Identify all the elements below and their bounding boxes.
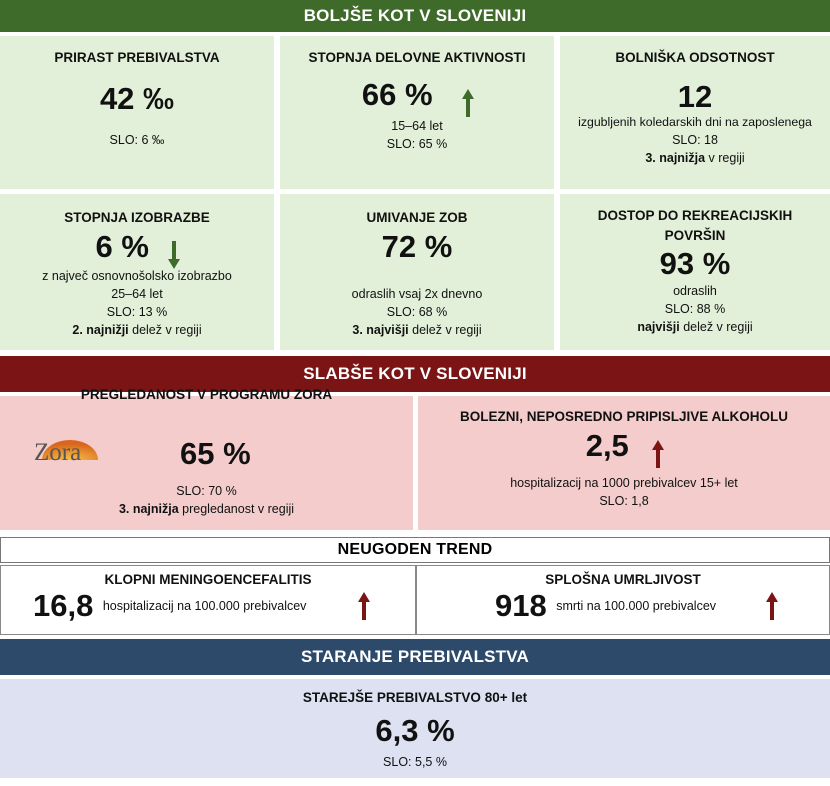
card-sub2: 25–64 let: [111, 287, 163, 301]
arrow-up-icon: [652, 439, 665, 468]
card-sub: izgubljenih koledarskih dni na zaposlene…: [578, 115, 812, 129]
arrow-up-icon: [766, 592, 778, 620]
card-value: 12: [677, 79, 713, 114]
card-value: 72 %: [381, 229, 453, 264]
card-slo: SLO: 70 %: [176, 484, 237, 498]
section-header-better: BOLJŠE KOT V SLOVENIJI: [0, 0, 830, 32]
card-value: 93 %: [659, 246, 731, 281]
card-sub: odraslih: [673, 284, 717, 298]
card-value: 65 %: [180, 436, 251, 471]
card-title: SPLOŠNA UMRLJIVOST: [545, 572, 701, 587]
card-alcohol-diseases: BOLEZNI, NEPOSREDNO PRIPISLJIVE ALKOHOLU…: [418, 396, 830, 530]
card-tick-encephalitis: KLOPNI MENINGOENCEFALITIS 16,8 hospitali…: [0, 565, 416, 635]
card-value: 66 %: [361, 77, 433, 112]
card-rank: 3. najnižja pregledanost v regiji: [118, 502, 295, 516]
card-title: PRIRAST PREBIVALSTVA: [54, 50, 220, 65]
card-value: 2,5: [585, 428, 629, 463]
card-value: 6,3 %: [375, 713, 455, 748]
section-header-trend: NEUGODEN TREND: [0, 537, 830, 563]
card-sub: hospitalizacij na 1000 prebivalcev 15+ l…: [510, 476, 738, 490]
card-sub: 15–64 let: [391, 119, 443, 133]
card-slo: SLO: 65 %: [386, 137, 448, 151]
card-employment-rate: STOPNJA DELOVNE AKTIVNOSTI 66 % 15–64 le…: [280, 36, 554, 189]
zora-logo: Zora: [34, 438, 106, 472]
card-population-growth: PRIRAST PREBIVALSTVA 42 ‰ SLO: 6 ‰: [0, 36, 274, 189]
card-education: STOPNJA IZOBRAZBE 6 % z največ osnovnošo…: [0, 194, 274, 350]
card-slo: SLO: 18: [672, 133, 718, 147]
card-title-zora: PREGLEDANOST V PROGRAMU ZORA: [80, 387, 333, 402]
section-header-worse: SLABŠE KOT V SLOVENIJI: [0, 356, 830, 392]
card-title: DOSTOP DO REKREACIJSKIH POVRŠIN: [597, 208, 793, 243]
card-value: 6 %: [95, 229, 149, 264]
card-rank: najvišji delež v regiji: [637, 320, 753, 334]
card-value: 16,8: [33, 588, 94, 623]
card-unit: hospitalizacij na 100.000 prebivalcev: [102, 599, 307, 613]
card-slo: SLO: 6 ‰: [109, 133, 165, 147]
card-unit: smrti na 100.000 prebivalcev: [556, 599, 717, 613]
card-title: UMIVANJE ZOB: [366, 210, 468, 225]
arrow-down-icon: [168, 240, 181, 269]
card-slo: SLO: 68 %: [386, 305, 448, 319]
card-slo: SLO: 13 %: [106, 305, 168, 319]
card-general-mortality: SPLOŠNA UMRLJIVOST 918 smrti na 100.000 …: [416, 565, 830, 635]
card-elderly-population: STAREJŠE PREBIVALSTVO 80+ let 6,3 % SLO:…: [0, 679, 830, 778]
card-slo: SLO: 5,5 %: [383, 755, 447, 769]
card-recreation-access: DOSTOP DO REKREACIJSKIH POVRŠIN 93 % odr…: [560, 194, 830, 350]
card-rank: 3. najvišji delež v regiji: [352, 323, 482, 337]
card-sub: odraslih vsaj 2x dnevno: [351, 287, 483, 301]
card-value: 918: [495, 588, 547, 623]
card-zora-screening: PREGLEDANOST V PROGRAMU ZORA Zora 65 % S…: [0, 387, 413, 530]
card-title: BOLEZNI, NEPOSREDNO PRIPISLJIVE ALKOHOLU: [459, 409, 789, 424]
card-title: STOPNJA IZOBRAZBE: [64, 210, 210, 225]
card-rank: 3. najnižja v regiji: [645, 151, 745, 165]
card-slo: SLO: 1,8: [599, 494, 649, 508]
card-title: KLOPNI MENINGOENCEFALITIS: [104, 572, 312, 587]
card-title: STAREJŠE PREBIVALSTVO 80+ let: [302, 690, 528, 705]
arrow-up-icon: [462, 88, 475, 117]
card-title: STOPNJA DELOVNE AKTIVNOSTI: [308, 50, 526, 65]
card-title: BOLNIŠKA ODSOTNOST: [615, 50, 775, 65]
section-header-aging: STARANJE PREBIVALSTVA: [0, 639, 830, 675]
card-slo: SLO: 88 %: [664, 302, 726, 316]
card-value: 42 ‰: [99, 81, 175, 116]
arrow-up-icon: [358, 592, 370, 620]
card-sub: z največ osnovnošolsko izobrazbo: [42, 269, 232, 283]
card-sick-leave: BOLNIŠKA ODSOTNOST 12 izgubljenih koleda…: [560, 36, 830, 189]
card-toothbrushing: UMIVANJE ZOB 72 % odraslih vsaj 2x dnevn…: [280, 194, 554, 350]
card-rank: 2. najnižji delež v regiji: [72, 323, 202, 337]
